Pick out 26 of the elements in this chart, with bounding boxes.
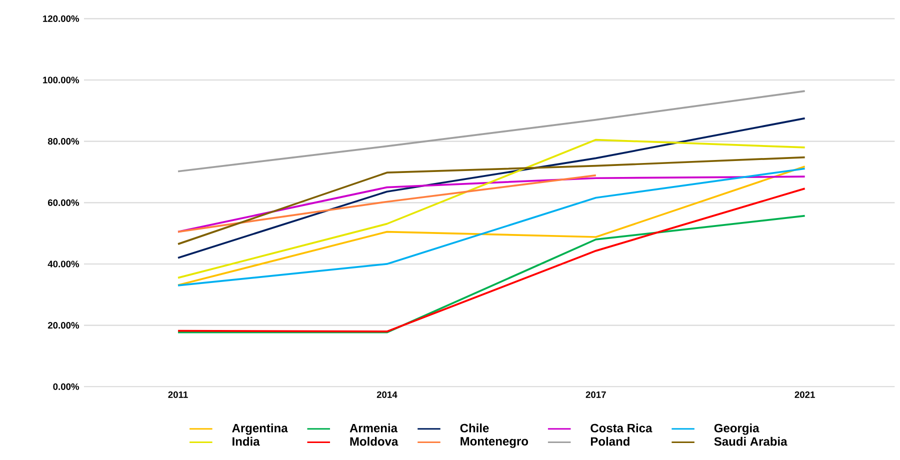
legend-label: Armenia xyxy=(350,424,398,432)
x-tick-label: 2017 xyxy=(586,391,606,398)
y-tick-label: 40.00% xyxy=(48,260,80,268)
legend-label: Poland xyxy=(590,436,630,446)
legend-label: Moldova xyxy=(350,436,398,446)
y-tick-label: 20.00% xyxy=(48,322,80,329)
legend-label: Argentina xyxy=(232,424,288,435)
y-tick-label: 0.00% xyxy=(53,383,80,390)
legend-label: Saudi Arabia xyxy=(714,436,788,446)
legend-label: Montenegro xyxy=(460,437,528,448)
line-series xyxy=(177,90,806,172)
line-series xyxy=(177,138,806,279)
x-tick-label: 2011 xyxy=(168,391,188,398)
y-tick-label: 120.00% xyxy=(43,15,80,22)
legend-label: Chile xyxy=(460,424,489,432)
line-series xyxy=(177,188,806,332)
legend-label: Georgia xyxy=(714,424,760,435)
line-series xyxy=(177,156,806,245)
legend-label: India xyxy=(232,436,260,446)
x-tick-label: 2014 xyxy=(376,391,398,398)
y-tick-label: 80.00% xyxy=(48,138,80,145)
y-tick-label: 100.00% xyxy=(43,76,80,84)
legend-label: Costa Rica xyxy=(590,424,652,432)
x-tick-label: 2021 xyxy=(794,391,815,398)
y-tick-label: 60.00% xyxy=(48,199,80,206)
line-series xyxy=(177,117,806,259)
